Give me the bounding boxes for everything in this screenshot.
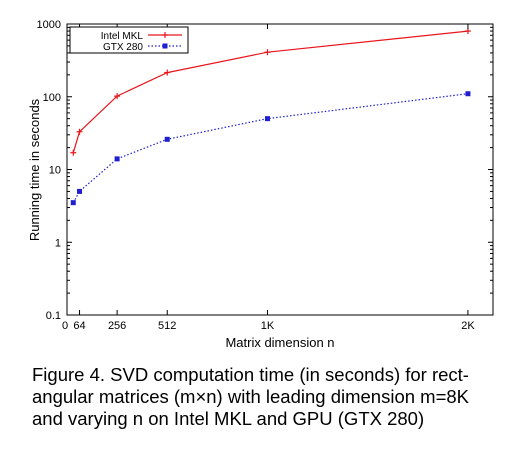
- axis-ticks: 0 64 256 512 1K 2K 0.1 1 10 100 1000: [37, 19, 493, 332]
- figure-caption: Figure 4. SVD computation time (in secon…: [32, 364, 502, 430]
- x-tick-label: 256: [108, 320, 126, 332]
- data-point: [164, 69, 171, 76]
- y-axis-title: Running time in seconds: [27, 98, 42, 241]
- data-point: [114, 93, 121, 100]
- y-tick-label: 10: [49, 165, 61, 177]
- x-tick-label: 512: [158, 320, 176, 332]
- x-axis-title: Matrix dimension n: [225, 335, 334, 350]
- data-point: [164, 136, 170, 142]
- data-point: [114, 156, 120, 162]
- x-tick-label: 1K: [261, 320, 275, 332]
- caption-line: Figure 4. SVD computation time (in secon…: [32, 364, 469, 385]
- series-line-gtx-280: [72, 93, 468, 203]
- y-tick-label: 0.1: [46, 310, 61, 322]
- legend-box: [69, 26, 189, 54]
- x-tick-label: 0: [62, 320, 68, 332]
- x-tick-label: 64: [73, 320, 85, 332]
- legend-marker: [162, 43, 168, 49]
- data-point: [264, 49, 271, 56]
- caption-line: angular matrices (m×n) with leading dime…: [32, 386, 470, 407]
- data-point: [76, 128, 83, 135]
- y-tick-label: 1000: [37, 19, 61, 31]
- caption-line: and varying n on Intel MKL and GPU (GTX …: [32, 408, 425, 429]
- svd-timing-chart: 0 64 256 512 1K 2K 0.1 1 10 100 1000 Matrix dimens…: [27, 19, 494, 350]
- data-point: [77, 188, 83, 194]
- data-point: [264, 116, 270, 122]
- legend-label: Intel MKL: [101, 31, 144, 42]
- y-tick-label: 1: [55, 237, 61, 249]
- x-tick-label: 2K: [461, 320, 475, 332]
- y-tick-label: 100: [43, 92, 61, 104]
- data-point: [70, 200, 76, 206]
- data-point: [70, 149, 77, 156]
- plot-frame: [66, 23, 494, 316]
- series-layer: [70, 28, 471, 206]
- legend-label: GTX 280: [103, 42, 143, 53]
- legend-marker: [162, 32, 168, 38]
- series-line-intel-mkl: [72, 30, 468, 153]
- data-point: [464, 28, 471, 35]
- data-point: [465, 91, 471, 97]
